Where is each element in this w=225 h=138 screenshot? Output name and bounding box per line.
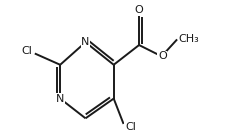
Text: N: N xyxy=(81,37,89,47)
Text: Cl: Cl xyxy=(21,46,32,56)
Text: N: N xyxy=(56,94,64,104)
Text: O: O xyxy=(157,51,166,61)
Text: O: O xyxy=(134,6,143,15)
Text: Cl: Cl xyxy=(124,122,135,132)
Text: CH₃: CH₃ xyxy=(178,34,198,44)
